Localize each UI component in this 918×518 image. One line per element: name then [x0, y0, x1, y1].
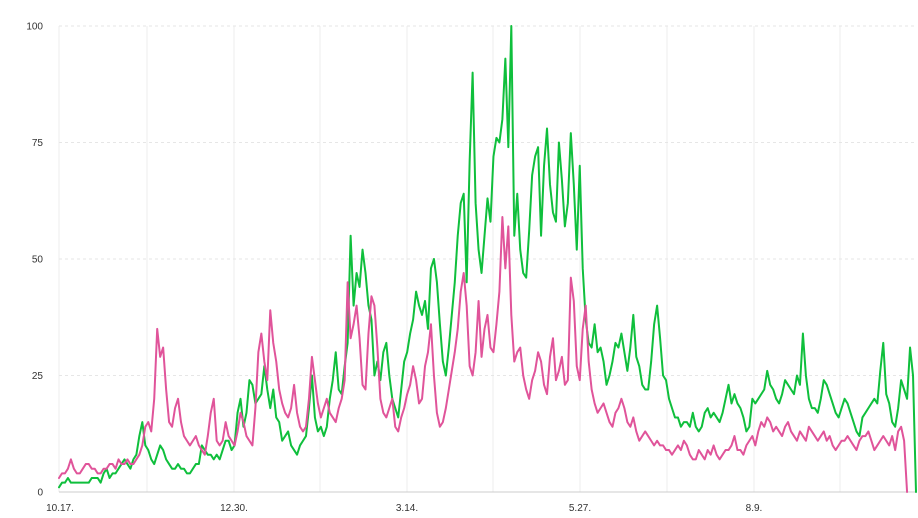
y-tick-label: 25	[32, 371, 44, 382]
y-tick-label: 0	[37, 488, 43, 499]
x-tick-label: 5.27.	[569, 503, 591, 514]
x-tick-label: 3.14.	[396, 503, 418, 514]
series-line-2	[58, 216, 909, 493]
grid-lines	[58, 25, 916, 493]
x-tick-label: 12.30.	[220, 503, 248, 514]
x-tick-label: 10.17.	[46, 503, 74, 514]
y-axis-ticks: 0 25 50 75 100	[26, 22, 43, 499]
series-line-1	[58, 25, 917, 493]
x-axis-ticks: 10.17. 12.30. 3.14. 5.27. 8.9.	[46, 503, 762, 514]
series-lines	[58, 25, 917, 493]
y-tick-label: 100	[26, 22, 43, 33]
y-tick-label: 75	[32, 138, 44, 149]
x-tick-label: 8.9.	[746, 503, 763, 514]
y-tick-label: 50	[32, 255, 44, 266]
